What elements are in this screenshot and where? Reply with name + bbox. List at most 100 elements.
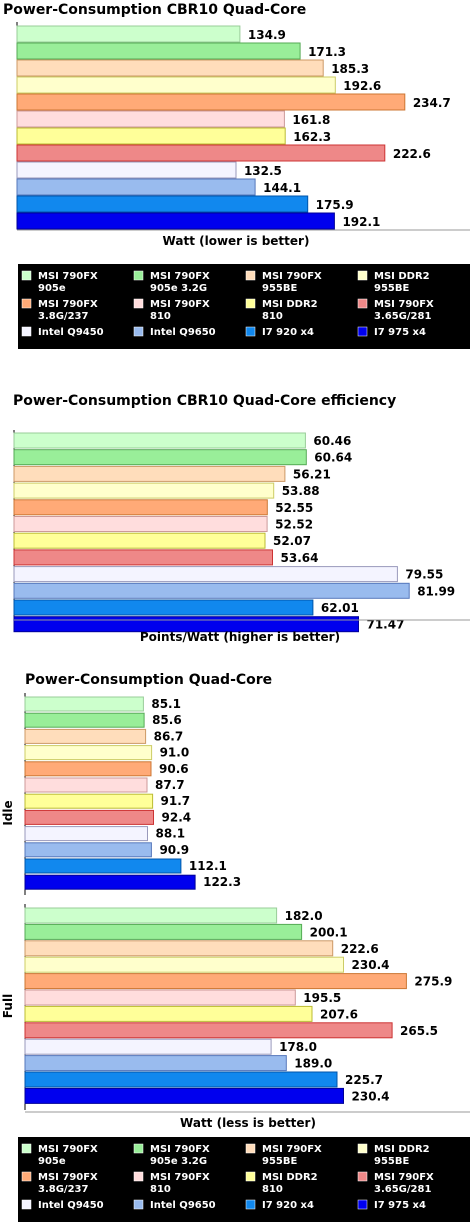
chart3-full-value-label: 195.5 <box>303 991 341 1005</box>
chart3-full-value-label: 275.9 <box>414 975 452 989</box>
chart1-value-label: 161.8 <box>292 113 330 127</box>
chart1-value-label: 192.1 <box>342 215 380 229</box>
chart1-legend-swatch <box>21 326 32 337</box>
chart3-legend-label: MSI 790FX <box>262 1144 322 1155</box>
chart3-idle-value-label: 90.6 <box>159 762 189 776</box>
chart1-bar <box>16 195 309 213</box>
chart3-legend-swatch <box>21 1171 32 1182</box>
chart1-value-label: 192.6 <box>343 79 381 93</box>
chart1-legend-label: MSI 790FX <box>38 271 98 282</box>
chart2-bar <box>13 532 266 549</box>
chart1-bar <box>16 110 285 128</box>
chart1-legend-swatch <box>357 270 368 281</box>
chart3-legend-label: I7 920 x4 <box>262 1200 314 1211</box>
chart3-legend-label: MSI 790FX <box>150 1172 210 1183</box>
chart1-bar <box>16 144 386 162</box>
chart3-legend-box <box>18 1137 470 1222</box>
chart2-value-label: 53.64 <box>281 551 319 565</box>
chart3-legend-swatch <box>245 1171 256 1182</box>
chart3-group-label-idle: Idle <box>1 800 15 825</box>
chart3-full-value-label: 207.6 <box>320 1007 358 1021</box>
chart3-idle-bar <box>24 793 154 809</box>
chart1-legend-label: I7 975 x4 <box>374 327 426 338</box>
chart1-legend-swatch <box>133 326 144 337</box>
chart3-legend-label: 955BE <box>262 1156 297 1167</box>
chart3-legend-label: 810 <box>150 1184 171 1195</box>
chart2-value-label: 52.07 <box>273 534 311 548</box>
chart1-legend-label: Intel Q9450 <box>38 327 104 338</box>
chart3-legend-label: MSI 790FX <box>38 1144 98 1155</box>
chart1-value-label: 175.9 <box>316 198 354 212</box>
chart3-legend-swatch <box>133 1171 144 1182</box>
chart3-idle-bar <box>24 761 152 777</box>
chart3-legend-swatch <box>21 1199 32 1210</box>
chart3-title: Power-Consumption Quad-Core <box>25 672 272 688</box>
chart3-idle-value-label: 85.1 <box>151 697 181 711</box>
chart1-legend-swatch <box>245 270 256 281</box>
chart1-legend-swatch <box>357 326 368 337</box>
chart1-value-label: 171.3 <box>308 45 346 59</box>
chart3-full-value-label: 182.0 <box>285 909 323 923</box>
chart1-bar <box>16 93 406 111</box>
chart1-bar <box>16 127 286 145</box>
chart1-legend-label: 905e <box>38 283 66 294</box>
chart3-legend-swatch <box>245 1199 256 1210</box>
chart1-legend-label: 3.65G/281 <box>374 311 431 322</box>
chart3-full-bar <box>24 923 303 940</box>
chart2-value-label: 52.55 <box>275 501 313 515</box>
chart3-idle-bar <box>24 826 148 842</box>
chart1-legend-label: 955BE <box>374 283 409 294</box>
chart3-full-value-label: 225.7 <box>345 1073 383 1087</box>
chart3-idle-bar <box>24 745 153 761</box>
chart1-legend-label: MSI 790FX <box>150 299 210 310</box>
chart3-idle-bar <box>24 696 144 712</box>
chart1-bar <box>16 76 336 94</box>
chart3-full-bar <box>24 1071 338 1088</box>
chart3-full-bar <box>24 940 334 957</box>
chart1-legend-label: MSI DDR2 <box>374 271 430 282</box>
chart3-full-value-label: 265.5 <box>400 1024 438 1038</box>
chart3-legend-label: 905e 3.2G <box>150 1156 207 1167</box>
chart3-full-bar <box>24 1022 393 1039</box>
chart3-idle-bar <box>24 809 154 825</box>
chart2-value-label: 56.21 <box>293 467 331 481</box>
chart3-full-value-label: 189.0 <box>294 1057 332 1071</box>
chart1-legend-label: MSI 790FX <box>38 299 98 310</box>
chart2-value-label: 60.46 <box>313 434 351 448</box>
chart3-idle-value-label: 91.7 <box>161 794 191 808</box>
chart3-legend-label: 810 <box>262 1184 283 1195</box>
chart2-bar <box>13 599 314 616</box>
chart3-legend-swatch <box>133 1143 144 1154</box>
chart2-title: Power-Consumption CBR10 Quad-Core effici… <box>13 393 396 409</box>
chart2-bar <box>13 482 275 499</box>
chart3-idle-value-label: 122.3 <box>203 875 241 889</box>
chart2-value-label: 81.99 <box>417 584 455 598</box>
chart3-legend-swatch <box>357 1143 368 1154</box>
chart1-legend-box <box>18 264 470 349</box>
chart1-legend-swatch <box>21 298 32 309</box>
chart2-value-label: 52.52 <box>275 518 313 532</box>
chart2-bar <box>13 432 306 449</box>
chart3-legend-label: Intel Q9650 <box>150 1200 216 1211</box>
chart1-bar <box>16 25 241 43</box>
chart1-value-label: 222.6 <box>393 147 431 161</box>
chart3-idle-value-label: 91.0 <box>160 746 190 760</box>
chart2-bar <box>13 549 273 566</box>
chart3-full-value-label: 230.4 <box>352 1089 390 1103</box>
chart3-idle-value-label: 112.1 <box>189 859 227 873</box>
chart1-legend-label: 810 <box>262 311 283 322</box>
chart1-legend-label: MSI 790FX <box>150 271 210 282</box>
chart3-legend-swatch <box>21 1143 32 1154</box>
chart3-legend-label: MSI 790FX <box>38 1172 98 1183</box>
chart1-legend-label: MSI 790FX <box>374 299 434 310</box>
chart2-bar <box>13 516 268 532</box>
chart1-value-label: 234.7 <box>413 96 451 110</box>
chart2-bar <box>13 499 268 516</box>
chart3-idle-value-label: 92.4 <box>162 810 192 824</box>
chart3-legend-label: I7 975 x4 <box>374 1200 426 1211</box>
chart3-idle-bar <box>24 842 152 858</box>
chart1-bar <box>16 161 237 179</box>
chart3-idle-bar <box>24 712 145 728</box>
chart1-legend-label: 905e 3.2G <box>150 283 207 294</box>
